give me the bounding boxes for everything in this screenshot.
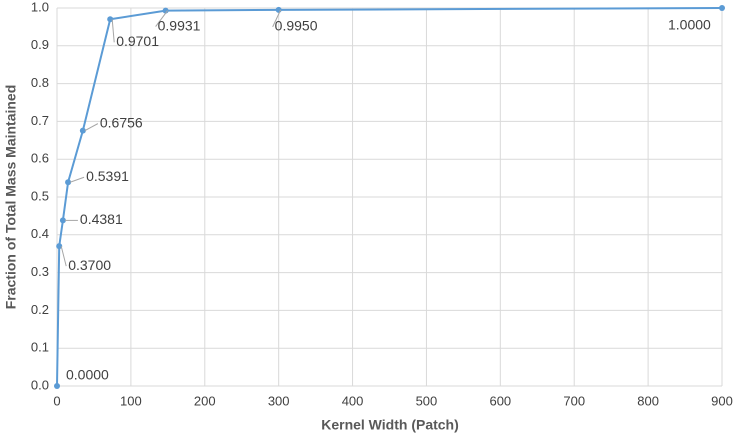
y-tick-label: 0.0 [31,377,49,392]
y-tick-label: 0.3 [31,264,49,279]
x-tick-label: 300 [268,393,290,408]
y-tick-label: 0.6 [31,151,49,166]
data-point [79,127,86,134]
data-point [65,179,72,186]
y-axis-title: Fraction of Total Mass Maintained [3,85,19,310]
x-tick-label: 200 [194,393,216,408]
x-tick-label: 700 [563,393,585,408]
data-point [275,6,282,13]
x-axis-title: Kernel Width (Patch) [321,417,459,433]
data-label: 0.3700 [68,257,111,273]
data-point [59,217,66,224]
data-label: 0.9950 [275,18,318,34]
data-point [56,243,63,250]
x-tick-label: 900 [711,393,733,408]
leader-line [60,246,67,267]
x-tick-label: 800 [637,393,659,408]
x-tick-label: 500 [416,393,438,408]
x-tick-label: 0 [53,393,60,408]
y-tick-label: 1.0 [31,0,49,14]
leader-line [84,123,99,132]
y-tick-label: 0.7 [31,113,49,128]
y-tick-label: 0.4 [31,226,49,241]
leader-line [272,9,282,28]
leader-line [155,10,169,27]
x-tick-label: 600 [489,393,511,408]
x-tick-label: 100 [120,393,142,408]
data-label: 0.9701 [116,33,159,49]
leader-line [69,176,85,183]
data-point [162,7,169,14]
data-label: 0.5391 [86,168,129,184]
data-point [107,16,114,23]
y-tick-label: 0.5 [31,188,49,203]
y-tick-label: 0.8 [31,75,49,90]
data-label: 0.0000 [66,367,109,383]
x-tick-label: 400 [342,393,364,408]
leader-line [111,19,115,43]
data-label: 1.0000 [668,17,711,33]
y-tick-label: 0.2 [31,302,49,317]
y-tick-label: 0.1 [31,340,49,355]
y-tick-label: 0.9 [31,37,49,52]
data-point [719,5,725,11]
data-point [54,383,60,389]
data-label: 0.6756 [100,114,143,130]
data-label: 0.4381 [80,211,123,227]
data-label: 0.9931 [158,17,201,33]
